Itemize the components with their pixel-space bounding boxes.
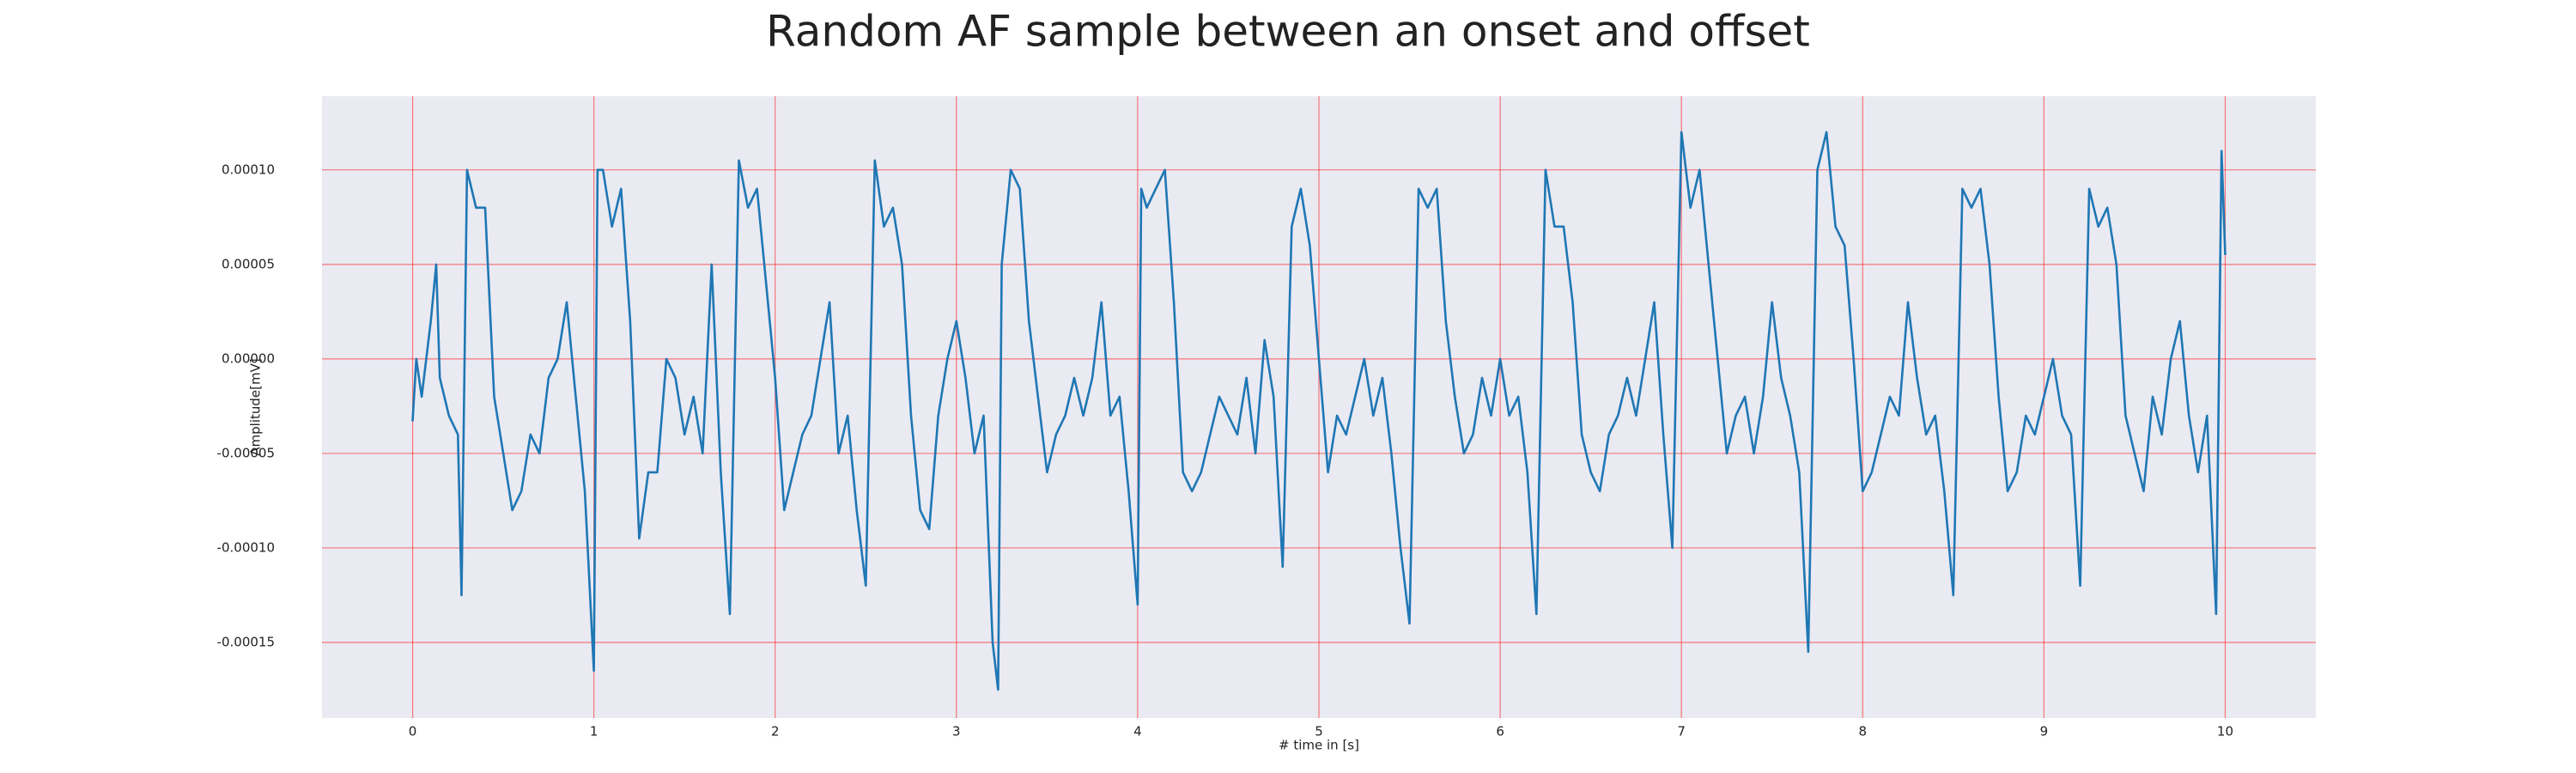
y-tick-label: -0.00010 — [217, 539, 275, 555]
y-tick-label: 0.00005 — [222, 256, 275, 271]
y-tick-label: -0.00005 — [217, 445, 275, 460]
x-tick-label: 3 — [952, 724, 961, 740]
x-tick-label: 8 — [1858, 724, 1867, 740]
x-axis-label: # time in [s] — [1279, 738, 1359, 753]
x-tick-label: 5 — [1315, 724, 1323, 740]
y-tick-label: -0.00015 — [217, 634, 275, 649]
x-tick-label: 9 — [2040, 724, 2049, 740]
x-tick-label: 10 — [2217, 724, 2233, 740]
chart-title: Random AF sample between an onset and of… — [766, 7, 1810, 57]
x-tick-label: 2 — [771, 724, 780, 740]
signal-line — [411, 131, 2227, 691]
x-tick-label: 4 — [1133, 724, 1142, 740]
x-tick-label: 6 — [1496, 724, 1504, 740]
y-tick-label: 0.00000 — [222, 350, 275, 366]
y-tick-label: 0.00010 — [222, 161, 275, 177]
x-tick-label: 0 — [409, 724, 417, 740]
x-tick-label: 1 — [590, 724, 598, 740]
y-axis-label: Amplitude[mV] — [248, 358, 264, 455]
x-tick-label: 7 — [1677, 724, 1686, 740]
